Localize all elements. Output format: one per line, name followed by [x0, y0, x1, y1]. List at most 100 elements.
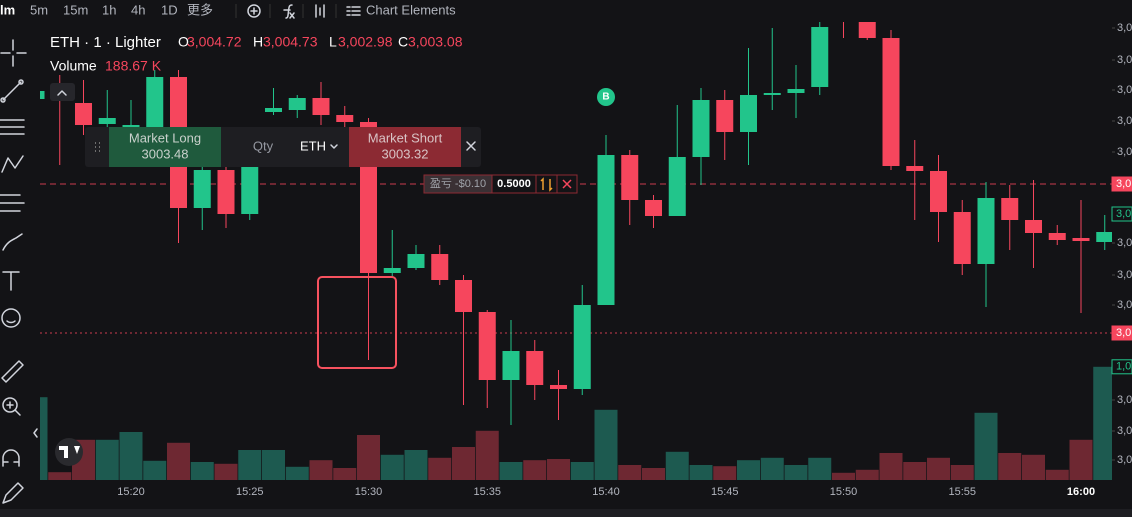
text-icon[interactable]	[2, 271, 20, 291]
line-icon[interactable]	[2, 81, 22, 101]
zoom-icon[interactable]	[2, 397, 18, 413]
logo	[55, 438, 83, 466]
volume-bar	[879, 453, 903, 480]
volume-bar	[903, 462, 927, 480]
candle-body	[40, 91, 45, 99]
volume-bar	[190, 462, 214, 480]
interval[interactable]: 更多	[187, 2, 213, 17]
reverse-button[interactable]	[535, 174, 558, 194]
volume-bar	[618, 465, 642, 480]
volume-bar	[832, 472, 855, 480]
candle-body	[763, 93, 781, 95]
selection-box[interactable]	[317, 276, 397, 369]
candle-body	[645, 200, 662, 216]
price-badge	[1111, 206, 1132, 222]
logo-bg	[55, 438, 83, 466]
zoom-icon	[6, 401, 21, 416]
ruler-icon[interactable]	[1, 360, 24, 383]
crosshair-icon[interactable]	[0, 39, 27, 67]
chart-elements[interactable]: Chart Elements	[366, 2, 456, 17]
pattern-icon[interactable]	[1, 155, 24, 173]
candle-body	[597, 155, 615, 305]
candle-body	[858, 22, 876, 38]
market-long-button[interactable]	[109, 127, 221, 167]
volume-badge	[1111, 359, 1132, 375]
volume-bar	[950, 465, 974, 480]
volume-bar	[309, 460, 333, 480]
market-short-button[interactable]	[349, 127, 461, 167]
volume-bar	[1045, 469, 1069, 480]
candle-body	[811, 27, 829, 87]
collapse-icon	[57, 90, 67, 96]
volume-bar	[214, 463, 238, 480]
volume-bar	[594, 409, 618, 480]
candle-body	[241, 167, 259, 214]
price-badge	[1111, 325, 1132, 341]
bottom-bar	[0, 509, 1132, 517]
candle-body	[431, 254, 449, 280]
reverse-icon	[540, 177, 553, 192]
x-tick-label: 15:40	[592, 486, 620, 498]
elements-icon	[346, 6, 361, 16]
order-size: 0.5000	[497, 178, 531, 190]
add-icon[interactable]	[247, 4, 261, 18]
volume-bar	[499, 462, 523, 480]
interval[interactable]: 4h	[131, 2, 145, 17]
cancel-icon	[562, 179, 572, 189]
candle-body	[478, 312, 496, 380]
close-icon[interactable]	[466, 141, 476, 151]
drag-handle[interactable]	[95, 142, 100, 152]
qty-label[interactable]: Qty	[253, 138, 274, 153]
price-badge	[1111, 176, 1132, 192]
volume-bar	[665, 451, 689, 480]
x-tick-label: 15:55	[948, 486, 976, 498]
y-tick-label: 3,0	[1117, 454, 1132, 466]
x-tick-label: 15:35	[473, 486, 501, 498]
left-toolbar	[0, 39, 38, 504]
interval[interactable]: 5m	[30, 2, 48, 17]
volume-bar	[404, 450, 428, 480]
pencil-icon[interactable]	[2, 482, 24, 504]
volume-layer	[40, 366, 1112, 480]
volume-bar	[119, 432, 143, 480]
market-long-label: Market Long	[129, 130, 201, 145]
ohlc-value: 3,004.72	[187, 34, 242, 50]
volume-bar	[570, 462, 594, 480]
candle-body	[716, 100, 734, 132]
volume-bar	[1093, 366, 1112, 480]
emoji-icon[interactable]	[1, 308, 21, 328]
y-tick-label: 3,0	[1117, 54, 1132, 66]
y-tick-label: 3,0	[1117, 299, 1132, 311]
volume-bar	[452, 447, 475, 480]
indicator-icon[interactable]	[283, 4, 295, 19]
bars-icon[interactable]	[315, 4, 325, 18]
candle-body	[740, 95, 757, 132]
interval[interactable]: 15m	[63, 2, 88, 17]
brush-icon[interactable]	[2, 233, 23, 251]
volume-bar	[143, 460, 167, 480]
forecast-icon[interactable]	[0, 194, 25, 212]
volume-bar	[998, 453, 1022, 480]
collapse-arrow[interactable]	[33, 428, 38, 438]
magnet-icon[interactable]	[2, 449, 20, 467]
x-tick-label: 15:30	[355, 486, 383, 498]
volume-bar	[262, 450, 285, 480]
y-tick-label: 3,0	[1117, 22, 1132, 34]
asset-select[interactable]: ETH	[300, 138, 326, 153]
x-tick-label: 15:50	[830, 486, 858, 498]
y-tick-label: 3,0	[1117, 237, 1132, 249]
candle-body	[288, 98, 306, 110]
interval[interactable]: lm	[0, 2, 15, 17]
ohlc-key: C	[398, 34, 408, 50]
dropdown-icon	[330, 144, 338, 149]
volume-bar	[713, 466, 737, 480]
fib-icon[interactable]	[0, 119, 25, 135]
volume-bar	[238, 450, 262, 480]
interval[interactable]: 1D	[161, 2, 178, 17]
x-tick-label: 15:45	[711, 486, 739, 498]
interval[interactable]: 1h	[102, 2, 116, 17]
volume-badge-label: 1,0	[1116, 361, 1131, 373]
market-short-price: 3003.32	[382, 146, 429, 161]
candle-body	[953, 212, 971, 264]
y-tick-label: 3,0	[1117, 394, 1132, 406]
